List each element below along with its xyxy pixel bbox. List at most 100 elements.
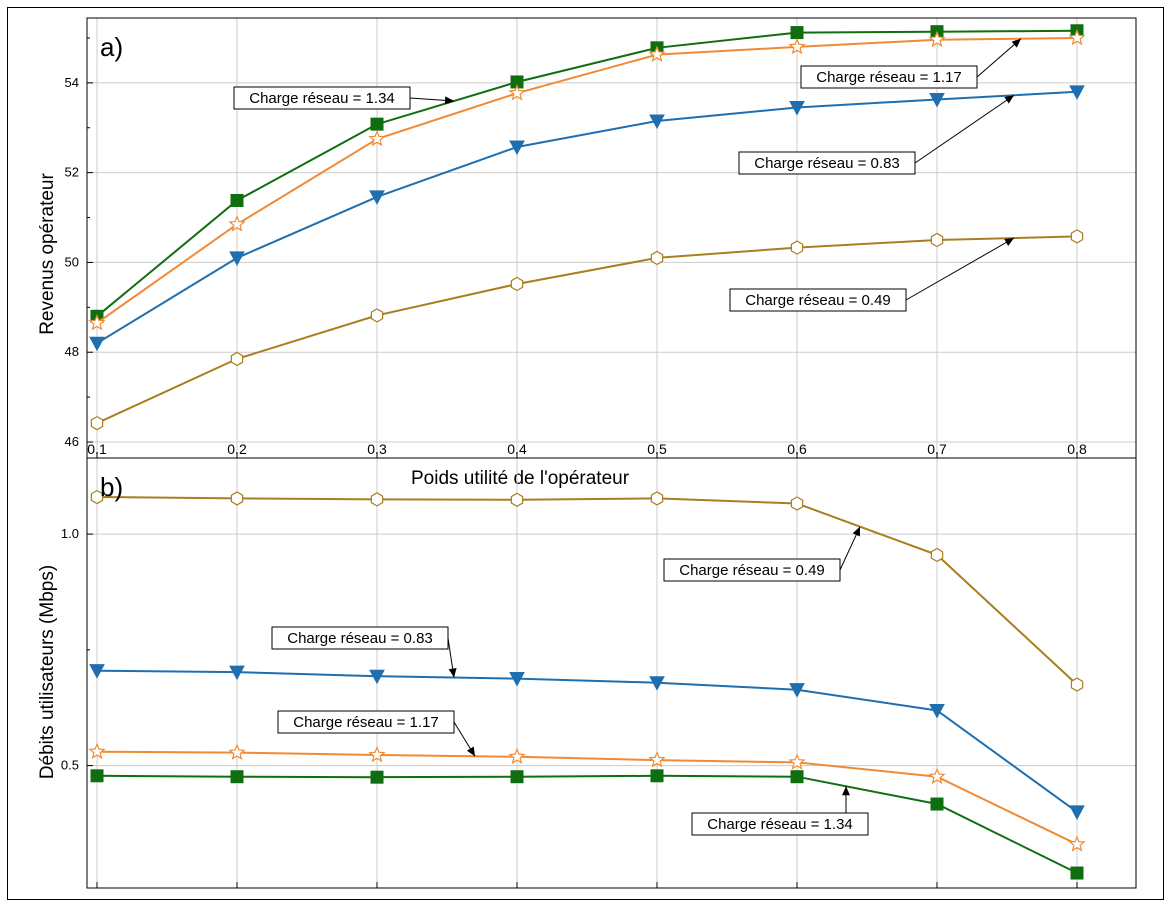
data-point [928, 30, 946, 48]
annotation-arrowhead [842, 786, 850, 796]
annotation-arrowhead [1004, 95, 1014, 104]
annotation-arrow [914, 94, 1015, 164]
x-tick-label: 0.2 [227, 441, 247, 457]
annotations-a: Charge réseau = 1.34 Charge réseau = 1.17… [233, 38, 1022, 312]
data-point [790, 496, 804, 511]
data-point [510, 770, 524, 784]
annotation-label: Charge réseau = 1.17 [816, 69, 962, 86]
data-point [228, 215, 246, 232]
data-point [368, 745, 386, 763]
data-point [229, 251, 245, 266]
data-point [509, 672, 525, 687]
data-point [509, 140, 525, 156]
annotation-label: Charge réseau = 0.83 [754, 155, 900, 172]
data-point [789, 101, 805, 116]
y-tick-label: 46 [65, 434, 79, 449]
x-axis-label: Poids utilité de l'opérateur [411, 468, 630, 489]
data-point [90, 415, 104, 431]
series-line [96, 37, 1078, 324]
y-tick-label: 52 [65, 165, 79, 180]
series-s083 [89, 85, 1085, 352]
data-point [789, 683, 805, 698]
annotation-box [691, 812, 869, 836]
data-point [1070, 866, 1084, 880]
x-tick-label: 0.4 [507, 441, 527, 457]
annotation-label: Charge réseau = 1.34 [249, 90, 395, 107]
y-tick-label: 50 [65, 254, 79, 269]
plot-frame-b [86, 457, 1137, 889]
series-line [96, 496, 1078, 686]
data-point [370, 492, 384, 507]
series-s049 [90, 229, 1084, 431]
data-point [370, 117, 384, 131]
series-a [88, 24, 1086, 431]
y-axis-label-b: Débits utilisateurs (Mbps) [37, 565, 58, 779]
annotation-arrowhead [1011, 38, 1021, 48]
data-point [370, 308, 384, 323]
data-point [368, 129, 386, 147]
x-tick-label: 0.3 [367, 441, 387, 457]
data-point [650, 250, 664, 266]
panel-label-a: a) [100, 32, 123, 62]
y-tick-label: 0.5 [61, 758, 79, 773]
data-point [788, 37, 806, 55]
data-point [508, 84, 526, 101]
series-line [96, 669, 1078, 813]
annotation-arrowhead [448, 668, 457, 678]
data-point [790, 26, 804, 40]
data-point [1070, 677, 1084, 692]
y-axis-label-a: Revenus opérateur [37, 173, 58, 335]
series-s049 [90, 489, 1084, 692]
annotation-arrowhead [852, 526, 860, 537]
data-point [1070, 229, 1084, 244]
data-point [89, 664, 105, 679]
outer-frame [7, 7, 1164, 900]
data-point [90, 769, 104, 783]
series-line [96, 750, 1078, 846]
annotation-arrow [905, 237, 1015, 301]
annotation: Charge réseau = 0.83 [271, 626, 457, 678]
data-point [790, 240, 804, 255]
data-point [1068, 835, 1086, 852]
axis-ticks-a: 46 48 50 52 54 0.1 0.2 0.3 0.4 0.5 0.6 0.7 0.8 [65, 37, 1087, 458]
annotation: Charge réseau = 0.83 [738, 94, 1015, 175]
series-s117 [88, 28, 1086, 331]
data-point [228, 743, 246, 761]
data-point [1069, 85, 1085, 100]
y-tick-label: 1.0 [61, 526, 79, 541]
data-point [510, 492, 524, 508]
y-tick-label: 48 [65, 344, 79, 359]
y-tick-label: 54 [65, 75, 79, 90]
annotation-label: Charge réseau = 1.34 [707, 816, 853, 833]
annotation: Charge réseau = 0.49 [729, 237, 1015, 312]
data-point [1068, 28, 1086, 46]
data-point [90, 489, 104, 505]
series-line [96, 90, 1078, 345]
annotation-label: Charge réseau = 1.17 [293, 714, 439, 731]
data-point [649, 114, 665, 130]
data-point [930, 797, 944, 811]
data-point [369, 190, 385, 205]
x-tick-label: 0.8 [1067, 441, 1087, 457]
series-b [88, 489, 1086, 880]
data-point [788, 753, 806, 770]
data-point [929, 92, 945, 108]
panel-label-b: b) [100, 472, 123, 502]
annotation: Charge réseau = 1.17 [800, 38, 1022, 89]
annotation-label: Charge réseau = 0.83 [287, 630, 433, 647]
data-point [230, 491, 244, 506]
data-point [89, 336, 105, 352]
data-point [650, 769, 664, 783]
series-s083 [89, 664, 1085, 820]
series-s117 [88, 742, 1086, 852]
data-point [649, 676, 665, 691]
series-s134 [90, 769, 1084, 880]
data-point [229, 665, 245, 681]
x-tick-label: 0.6 [787, 441, 807, 457]
x-tick-label: 0.1 [87, 441, 107, 457]
annotation-arrowhead [1004, 238, 1014, 246]
x-tick-label: 0.7 [927, 441, 947, 457]
data-point [510, 276, 524, 292]
data-point [650, 491, 664, 506]
